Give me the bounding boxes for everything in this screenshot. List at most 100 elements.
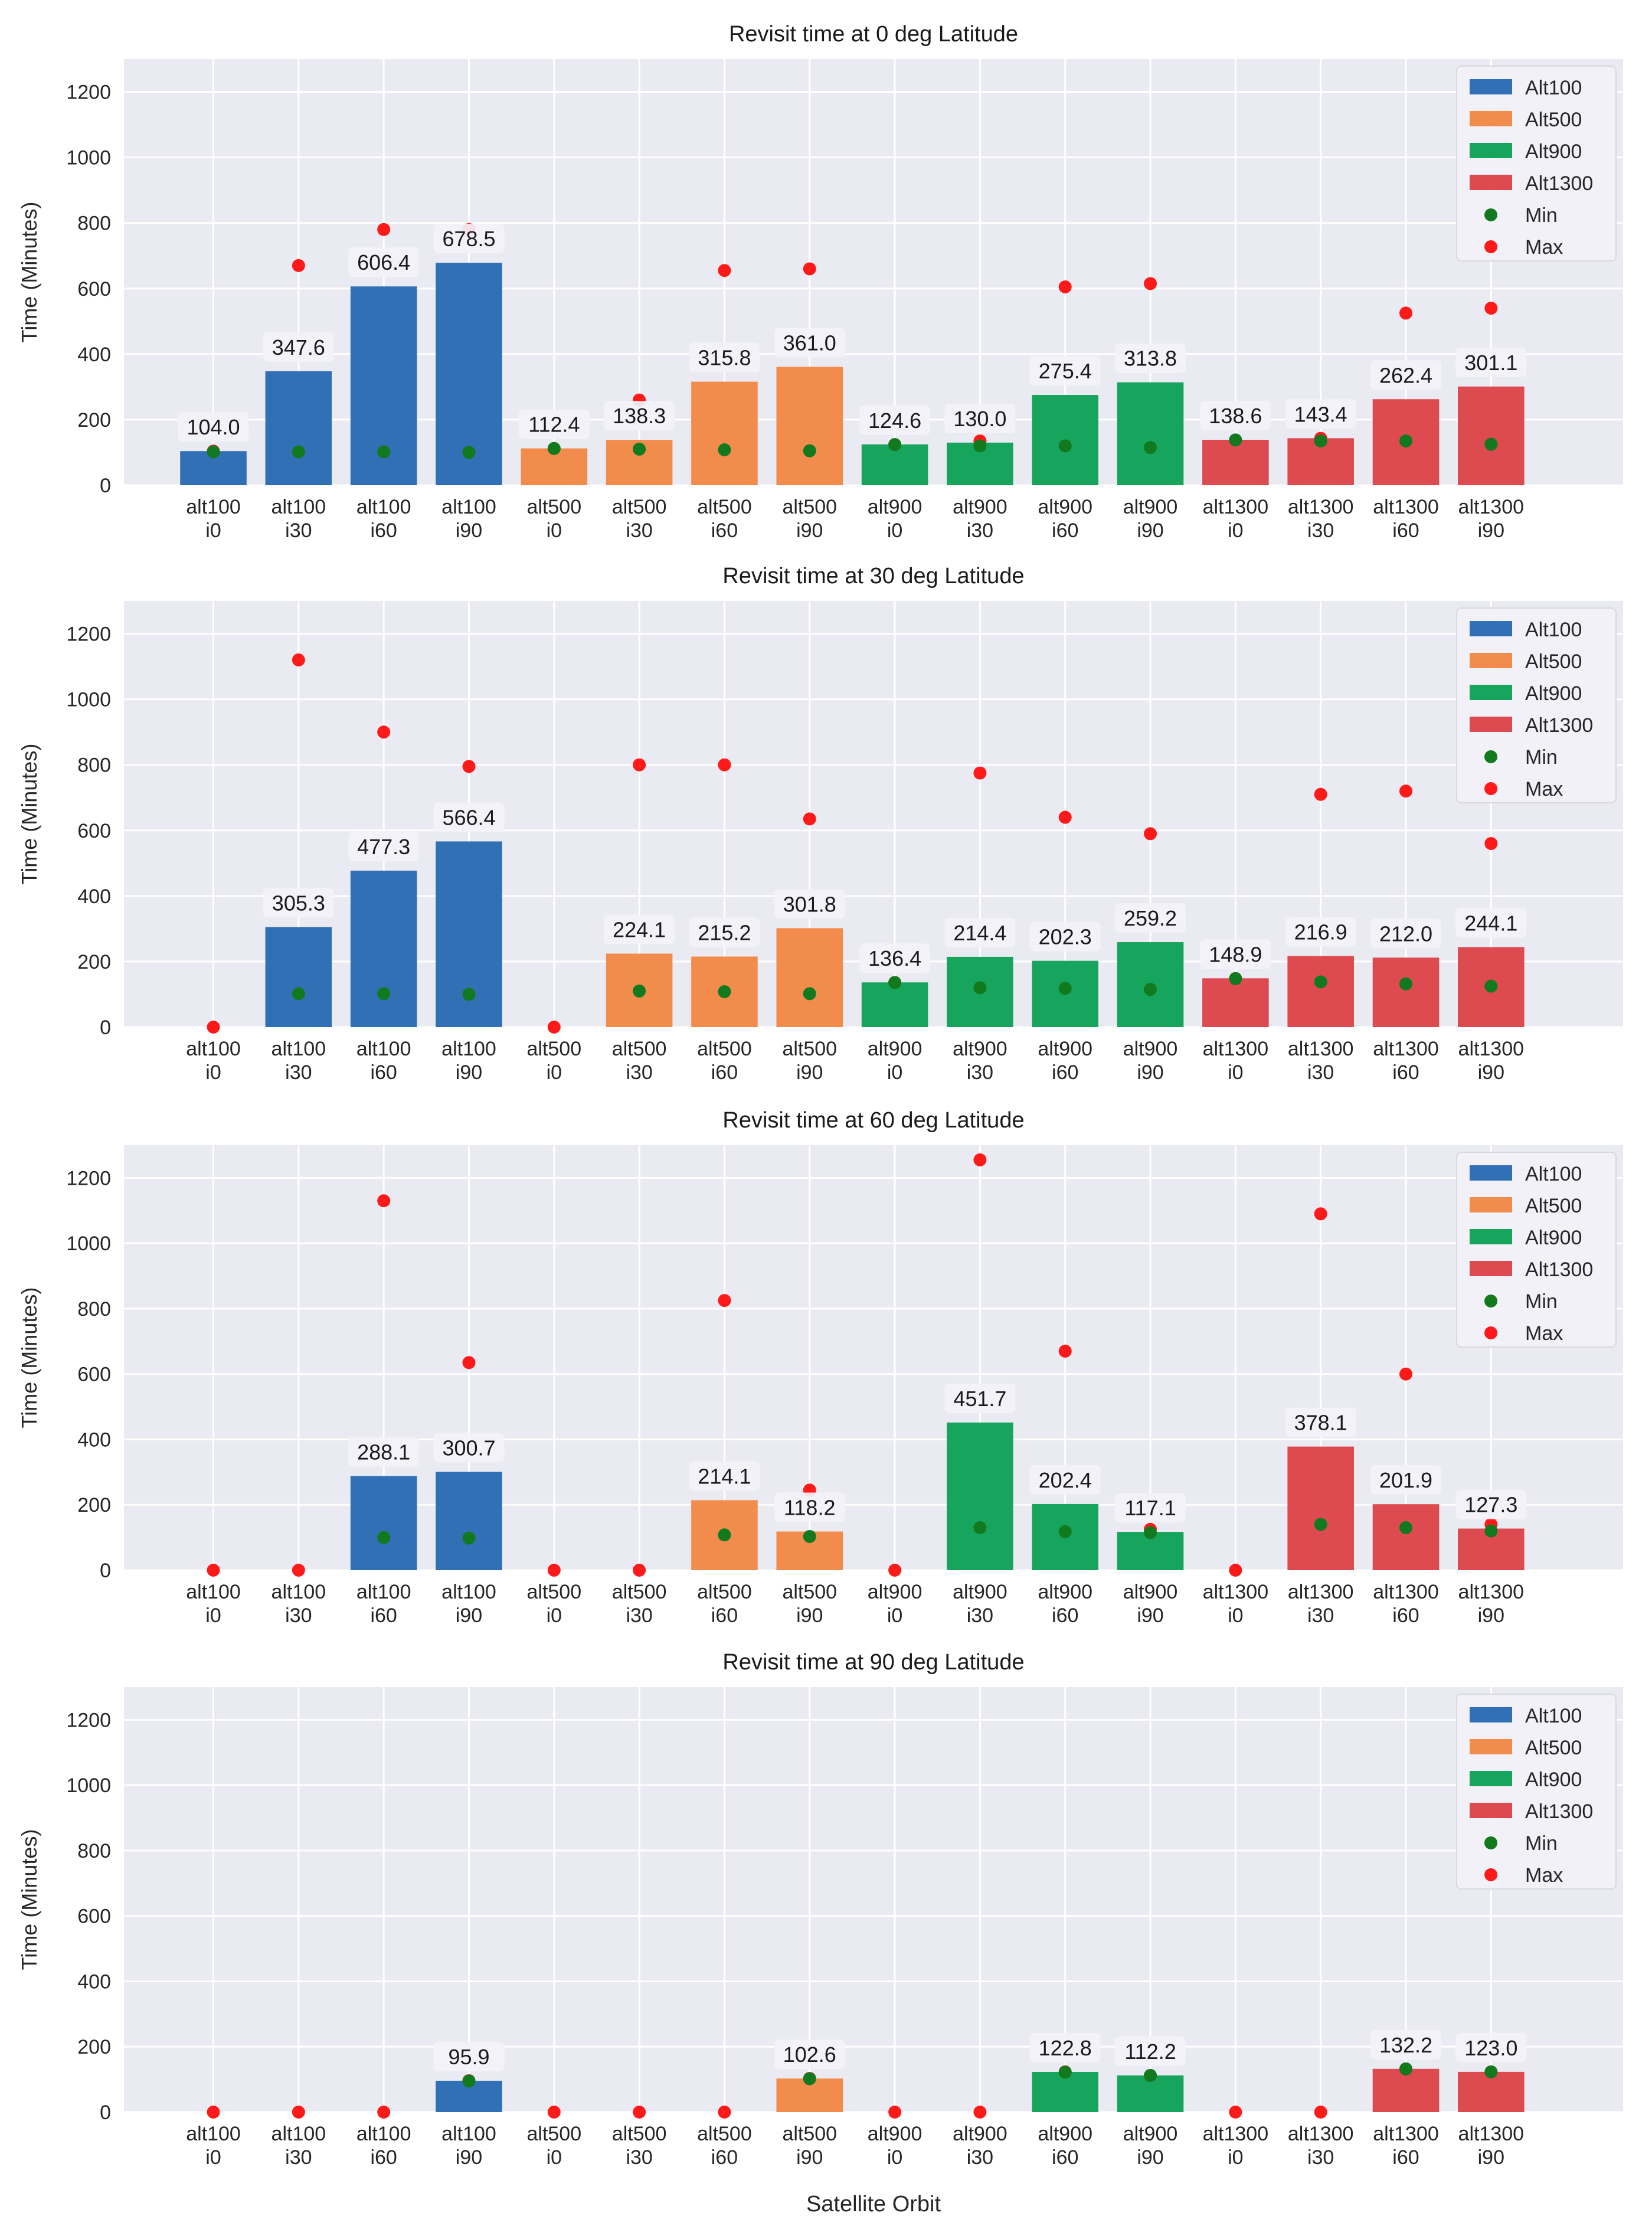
min-marker[interactable] bbox=[1058, 1525, 1072, 1538]
bar-alt100-i60[interactable] bbox=[350, 870, 417, 1027]
max-marker[interactable] bbox=[718, 1294, 731, 1308]
min-marker[interactable] bbox=[377, 1531, 391, 1544]
max-marker[interactable] bbox=[718, 758, 731, 772]
min-marker[interactable] bbox=[1229, 972, 1242, 985]
min-marker[interactable] bbox=[1058, 982, 1072, 995]
min-marker[interactable] bbox=[377, 445, 391, 459]
max-marker[interactable] bbox=[207, 1021, 220, 1034]
bar-alt1300-i0[interactable] bbox=[1202, 440, 1269, 485]
max-marker[interactable] bbox=[718, 2106, 731, 2119]
max-marker[interactable] bbox=[1314, 787, 1327, 801]
max-marker[interactable] bbox=[803, 262, 816, 276]
bar-alt1300-i30[interactable] bbox=[1287, 1446, 1354, 1570]
max-marker[interactable] bbox=[1229, 1564, 1242, 1577]
bar-alt100-i90[interactable] bbox=[436, 1472, 502, 1570]
max-marker[interactable] bbox=[633, 758, 646, 772]
bar-alt900-i0[interactable] bbox=[861, 982, 928, 1027]
min-marker[interactable] bbox=[1144, 441, 1157, 455]
bar-alt900-i30[interactable] bbox=[947, 1422, 1013, 1570]
min-marker[interactable] bbox=[462, 988, 476, 1001]
max-marker[interactable] bbox=[292, 653, 305, 666]
max-marker[interactable] bbox=[1484, 302, 1498, 315]
min-marker[interactable] bbox=[1399, 2062, 1412, 2075]
max-marker[interactable] bbox=[207, 2106, 220, 2119]
min-marker[interactable] bbox=[888, 976, 902, 989]
max-marker[interactable] bbox=[633, 1564, 646, 1577]
min-marker[interactable] bbox=[207, 445, 220, 459]
min-marker[interactable] bbox=[1399, 977, 1412, 991]
min-marker[interactable] bbox=[1399, 434, 1412, 448]
max-marker[interactable] bbox=[377, 2106, 391, 2119]
max-marker[interactable] bbox=[1314, 1207, 1327, 1221]
min-marker[interactable] bbox=[462, 446, 476, 459]
max-marker[interactable] bbox=[1144, 827, 1157, 841]
min-marker[interactable] bbox=[718, 985, 731, 999]
min-marker[interactable] bbox=[462, 2074, 476, 2088]
max-marker[interactable] bbox=[1058, 1344, 1072, 1358]
min-marker[interactable] bbox=[377, 987, 391, 1001]
min-marker[interactable] bbox=[718, 1528, 731, 1542]
min-marker[interactable] bbox=[1144, 1526, 1157, 1539]
min-marker[interactable] bbox=[633, 442, 646, 456]
min-marker[interactable] bbox=[1399, 1521, 1412, 1534]
bar-alt100-i30[interactable] bbox=[265, 371, 332, 485]
max-marker[interactable] bbox=[973, 766, 987, 780]
min-marker[interactable] bbox=[1229, 433, 1242, 447]
max-marker[interactable] bbox=[718, 264, 731, 277]
min-marker[interactable] bbox=[1144, 983, 1157, 996]
min-marker[interactable] bbox=[1484, 979, 1498, 993]
max-marker[interactable] bbox=[377, 1194, 391, 1208]
min-marker[interactable] bbox=[462, 1531, 476, 1545]
bar-alt900-i90[interactable] bbox=[1117, 382, 1184, 485]
min-marker[interactable] bbox=[1144, 2068, 1157, 2082]
max-marker[interactable] bbox=[973, 2106, 987, 2119]
min-marker[interactable] bbox=[1058, 2065, 1072, 2079]
max-marker[interactable] bbox=[1058, 810, 1072, 824]
bar-alt1300-i0[interactable] bbox=[1202, 978, 1269, 1027]
min-marker[interactable] bbox=[633, 984, 646, 998]
bar-alt1300-i60[interactable] bbox=[1372, 2068, 1440, 2112]
max-marker[interactable] bbox=[1058, 280, 1072, 293]
max-marker[interactable] bbox=[547, 2106, 561, 2119]
max-marker[interactable] bbox=[803, 812, 816, 826]
bar-alt500-i60[interactable] bbox=[691, 381, 758, 485]
min-marker[interactable] bbox=[718, 443, 731, 457]
min-marker[interactable] bbox=[1484, 1524, 1498, 1538]
bar-alt500-i90[interactable] bbox=[776, 367, 843, 485]
bar-alt1300-i30[interactable] bbox=[1287, 956, 1354, 1027]
max-marker[interactable] bbox=[888, 1564, 902, 1577]
bar-alt1300-i90[interactable] bbox=[1458, 386, 1525, 485]
max-marker[interactable] bbox=[1314, 2106, 1327, 2119]
bar-alt100-i60[interactable] bbox=[350, 1476, 417, 1570]
max-marker[interactable] bbox=[462, 760, 476, 773]
bar-alt1300-i60[interactable] bbox=[1372, 1504, 1440, 1570]
max-marker[interactable] bbox=[1484, 836, 1498, 850]
max-marker[interactable] bbox=[973, 1153, 987, 1166]
max-marker[interactable] bbox=[1144, 277, 1157, 290]
max-marker[interactable] bbox=[1399, 306, 1412, 320]
bar-alt100-i30[interactable] bbox=[265, 927, 332, 1027]
max-marker[interactable] bbox=[888, 2106, 902, 2119]
min-marker[interactable] bbox=[803, 987, 816, 1001]
min-marker[interactable] bbox=[292, 987, 305, 1001]
max-marker[interactable] bbox=[377, 223, 391, 236]
max-marker[interactable] bbox=[292, 259, 305, 272]
min-marker[interactable] bbox=[803, 444, 816, 457]
min-marker[interactable] bbox=[973, 439, 987, 453]
max-marker[interactable] bbox=[1229, 2106, 1242, 2119]
max-marker[interactable] bbox=[377, 725, 391, 739]
min-marker[interactable] bbox=[547, 442, 561, 455]
max-marker[interactable] bbox=[1399, 1367, 1412, 1381]
max-marker[interactable] bbox=[547, 1564, 561, 1577]
min-marker[interactable] bbox=[1484, 2065, 1498, 2078]
max-marker[interactable] bbox=[292, 1564, 305, 1577]
bar-alt500-i90[interactable] bbox=[776, 928, 843, 1027]
min-marker[interactable] bbox=[888, 438, 902, 452]
bar-alt1300-i90[interactable] bbox=[1458, 2071, 1525, 2112]
max-marker[interactable] bbox=[633, 2106, 646, 2119]
min-marker[interactable] bbox=[1484, 437, 1498, 451]
max-marker[interactable] bbox=[292, 2106, 305, 2119]
min-marker[interactable] bbox=[1314, 434, 1327, 448]
min-marker[interactable] bbox=[973, 981, 987, 995]
min-marker[interactable] bbox=[1314, 1518, 1327, 1531]
